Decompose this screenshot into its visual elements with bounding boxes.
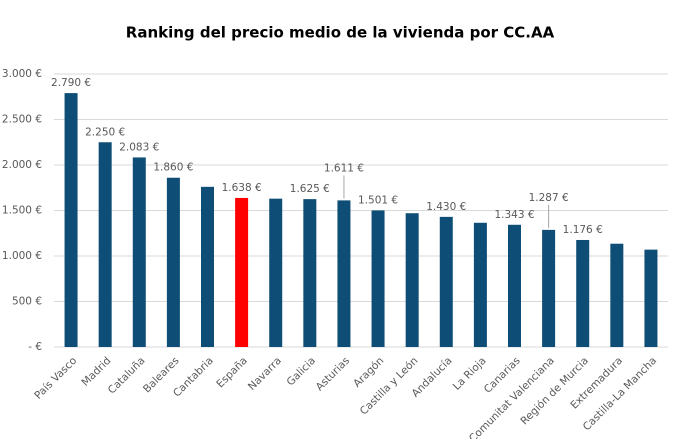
bar: [610, 243, 624, 347]
y-tick-label: 1.500 €: [2, 205, 42, 217]
value-label: 1.638 €: [222, 182, 262, 194]
bar: [64, 93, 78, 347]
bar: [303, 199, 317, 347]
value-label: 1.430 €: [426, 201, 466, 213]
value-label: 1.860 €: [153, 162, 193, 174]
bar: [439, 216, 453, 347]
value-label: 1.287 €: [529, 192, 569, 204]
bar: [576, 239, 590, 347]
bar: [405, 213, 419, 347]
chart-title: Ranking del precio medio de la vivienda …: [126, 24, 555, 42]
bar: [644, 249, 658, 347]
x-tick-label: Madrid: [79, 355, 113, 389]
y-tick-label: 1.000 €: [2, 250, 42, 262]
bar: [132, 157, 146, 347]
value-label: 1.343 €: [494, 209, 534, 221]
bar: [269, 198, 283, 347]
value-label: 1.611 €: [324, 162, 364, 174]
value-label: 2.083 €: [119, 141, 159, 153]
y-tick-label: 3.000 €: [2, 68, 42, 80]
bar: [166, 177, 180, 347]
bar: [473, 222, 487, 347]
value-label: 1.501 €: [358, 194, 398, 206]
bar: [201, 186, 214, 347]
bar: [337, 200, 351, 347]
bar: [98, 142, 112, 347]
y-tick-label: 2.500 €: [2, 114, 42, 126]
y-tick-label: - €: [28, 341, 42, 353]
x-tick-label: Cataluña: [106, 355, 148, 397]
bar: [508, 224, 521, 347]
value-label: 1.625 €: [290, 183, 330, 195]
value-label: 2.250 €: [85, 126, 125, 138]
bar: [542, 229, 556, 347]
y-tick-label: 500 €: [12, 296, 42, 308]
x-tick-label: Galicia: [284, 355, 318, 389]
x-tick-label: Navarra: [246, 355, 284, 393]
x-tick-label: Asturias: [314, 355, 353, 394]
value-label: 2.790 €: [51, 77, 91, 89]
bar: [235, 197, 249, 347]
value-label: 1.176 €: [563, 224, 603, 236]
bar: [371, 210, 385, 347]
x-tick-label: País Vasco: [32, 355, 79, 402]
x-tick-label: España: [214, 355, 250, 391]
y-tick-label: 2.000 €: [2, 159, 42, 171]
